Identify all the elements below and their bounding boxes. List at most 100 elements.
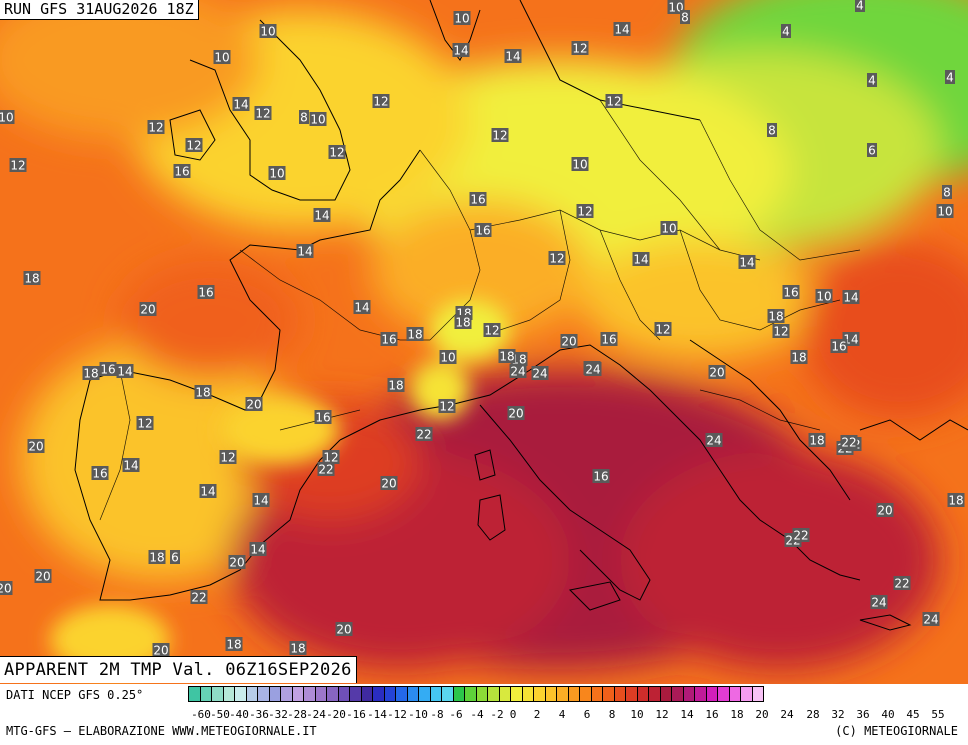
value-label: 20	[709, 366, 724, 380]
legend-tick-label: -16	[346, 708, 366, 721]
value-label-box	[0, 110, 15, 124]
value-label: 4	[856, 0, 864, 13]
value-label-box	[483, 323, 501, 337]
legend-swatch	[751, 686, 764, 702]
value-label: 12	[323, 451, 338, 465]
value-label-box	[380, 476, 398, 490]
value-label: 20	[28, 440, 43, 454]
value-label: 12	[439, 400, 454, 414]
value-label: 20	[381, 477, 396, 491]
value-label: 16	[593, 470, 608, 484]
value-label: 6	[171, 551, 179, 565]
value-label-box	[840, 435, 858, 449]
legend-tick-label: -28	[287, 708, 307, 721]
value-label-box	[387, 378, 405, 392]
value-label: 12	[220, 451, 235, 465]
value-label-box	[855, 0, 865, 12]
value-label-box	[870, 595, 888, 609]
value-label-box	[314, 410, 332, 424]
value-label: 20	[561, 335, 576, 349]
legend-tick-label: 45	[906, 708, 920, 721]
legend-tick-label: -36	[249, 708, 269, 721]
value-label: 12	[606, 95, 621, 109]
value-label: 14	[739, 256, 754, 270]
value-label: 6	[868, 144, 876, 158]
value-label: 16	[174, 165, 189, 179]
value-label: 18	[455, 316, 470, 330]
value-label-box	[9, 158, 27, 172]
value-label-box	[600, 332, 618, 346]
value-label: 8	[943, 186, 951, 200]
value-label: 18	[195, 386, 210, 400]
value-label: 20	[336, 623, 351, 637]
value-label: 14	[314, 209, 329, 223]
value-label-box	[680, 10, 690, 24]
value-label: 22	[191, 591, 206, 605]
value-label: 10	[440, 351, 455, 365]
value-label-box	[815, 289, 833, 303]
value-label: 14	[354, 301, 369, 315]
value-label-box	[82, 366, 100, 380]
data-source: DATI NCEP GFS 0.25°	[6, 688, 144, 702]
value-label: 12	[329, 146, 344, 160]
value-label-box	[249, 542, 267, 556]
value-label: 8	[300, 111, 308, 125]
legend-tick-label: -14	[367, 708, 387, 721]
value-label-box	[322, 450, 340, 464]
product-title: APPARENT 2M TMP Val. 06Z16SEP2026	[0, 656, 357, 683]
value-label: 18	[768, 310, 783, 324]
value-label: 12	[572, 42, 587, 56]
value-label-box	[504, 49, 522, 63]
value-label: 24	[585, 363, 600, 377]
value-label: 12	[186, 139, 201, 153]
legend-tick-label: 2	[533, 708, 541, 721]
value-label: 18	[499, 350, 514, 364]
legend-tick-label: -60	[191, 708, 211, 721]
value-label: 20	[35, 570, 50, 584]
value-label: 24	[532, 367, 547, 381]
value-label-box	[148, 550, 166, 564]
value-label-box	[613, 22, 631, 36]
value-label-box	[0, 581, 13, 595]
value-label-box	[190, 590, 208, 604]
legend-ticks: -60 -50 -40 -36 -32 -28 -24 -20 -16 -14 -12 -10 -8 -6…	[186, 708, 966, 722]
value-label: 10	[572, 158, 587, 172]
value-label-box	[531, 366, 549, 380]
value-label-box	[254, 106, 272, 120]
value-label-box	[372, 94, 390, 108]
legend-tick-label: -24	[306, 708, 326, 721]
value-label: 12	[484, 324, 499, 338]
value-label: 20	[229, 556, 244, 570]
value-label-box	[708, 365, 726, 379]
value-label-box	[498, 349, 516, 363]
value-label: 10	[668, 1, 683, 15]
value-label-box	[185, 138, 203, 152]
value-label: 14	[453, 44, 468, 58]
copyright-text: (C) METEOGIORNALE	[835, 724, 958, 738]
value-label-box	[252, 493, 270, 507]
value-label-box	[228, 555, 246, 569]
value-label-box	[268, 166, 286, 180]
value-label: 14	[250, 543, 265, 557]
value-label: 14	[843, 291, 858, 305]
value-label-box	[491, 128, 509, 142]
footer: DATI NCEP GFS 0.25° -60 -50 -40 -36 -32 -28 -2…	[0, 684, 968, 745]
value-label-box	[548, 251, 566, 265]
value-label-box	[781, 24, 791, 38]
value-label: 20	[877, 504, 892, 518]
value-label-box	[27, 439, 45, 453]
value-label-box	[936, 204, 954, 218]
value-label: 22	[793, 529, 808, 543]
value-label-box	[632, 252, 650, 266]
legend-tick-label: -10	[408, 708, 428, 721]
value-label-box	[99, 362, 117, 376]
value-label-box	[173, 164, 191, 178]
value-label-box	[830, 339, 848, 353]
value-label-box	[415, 427, 433, 441]
value-label: 4	[782, 25, 790, 39]
value-label: 12	[549, 252, 564, 266]
value-label-box	[772, 324, 790, 338]
value-label: 8	[681, 11, 689, 25]
legend-tick-label: 4	[558, 708, 566, 721]
